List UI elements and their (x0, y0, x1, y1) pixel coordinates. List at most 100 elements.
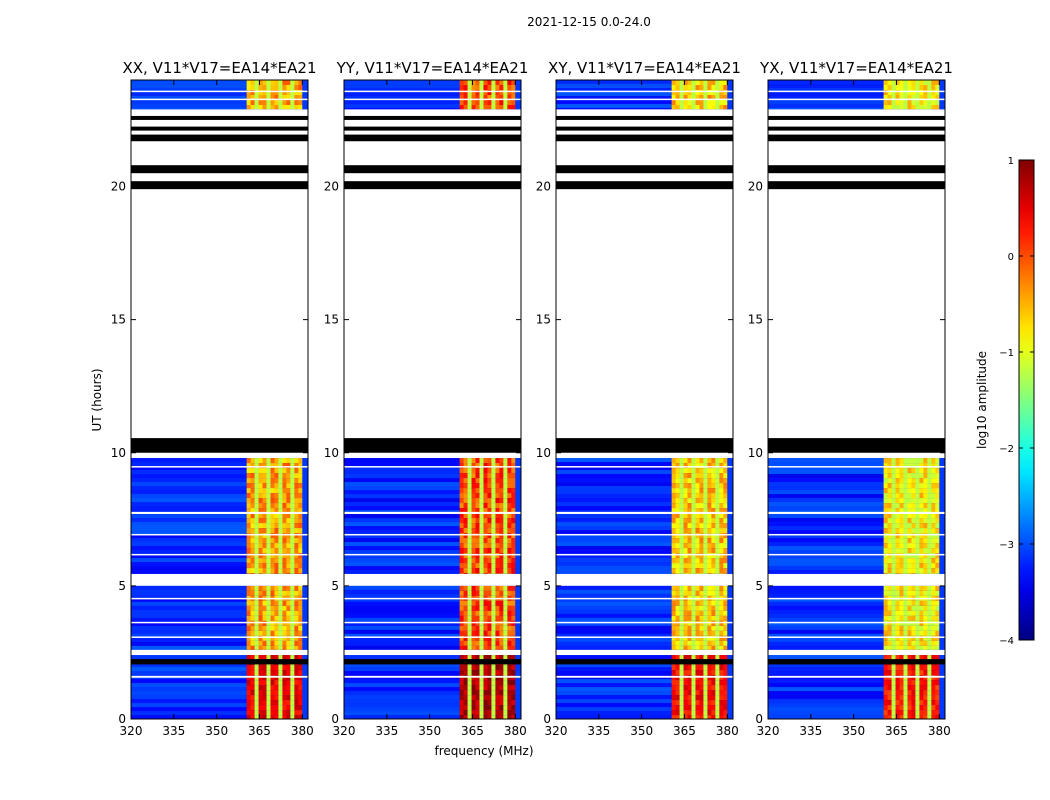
band-cell (475, 548, 480, 554)
band-cell (282, 655, 287, 661)
band-cell (675, 705, 680, 711)
band-cell (495, 680, 500, 686)
band-cell (290, 670, 295, 676)
flag-gap (131, 466, 308, 468)
band-cell (683, 553, 688, 559)
noise-row (344, 554, 460, 559)
band-cell (895, 538, 900, 544)
band-cell (250, 685, 255, 691)
band-cell (491, 473, 496, 479)
band-cell (471, 625, 476, 631)
band-cell (911, 610, 916, 616)
band-cell (503, 548, 508, 554)
band-cell (262, 645, 267, 650)
band-cell (915, 558, 920, 564)
band-cell (899, 600, 904, 606)
band-cell (911, 568, 916, 574)
band-cell (887, 705, 892, 711)
band-cell (262, 478, 267, 484)
band-cell (891, 498, 896, 504)
noise-row (768, 88, 884, 92)
band-cell (691, 533, 696, 539)
band-cell (487, 568, 492, 574)
band-cell (286, 655, 291, 661)
band-cell (691, 630, 696, 636)
band-cell (915, 463, 920, 469)
band-cell (899, 680, 904, 686)
flag-gap (556, 597, 733, 600)
band-cell (246, 568, 251, 574)
band-cell (695, 533, 700, 539)
noise-row (131, 601, 247, 606)
band-cell (298, 483, 303, 489)
noise-row (556, 637, 672, 642)
band-cell (250, 690, 255, 696)
band-cell (915, 590, 920, 596)
noise-row (344, 593, 460, 598)
band-cell (467, 90, 472, 95)
band-cell (475, 85, 480, 90)
band-cell (495, 90, 500, 95)
band-cell (290, 553, 295, 559)
data-edge (727, 655, 733, 719)
band-cell (459, 655, 464, 661)
band-cell (254, 715, 259, 719)
band-cell (923, 655, 928, 661)
band-cell (483, 635, 488, 641)
band-cell (891, 95, 896, 100)
band-cell (919, 95, 924, 100)
band-cell (695, 528, 700, 534)
band-cell (711, 670, 716, 676)
band-cell (511, 670, 516, 676)
band-cell (887, 478, 892, 484)
band-cell (479, 600, 484, 606)
band-cell (931, 503, 936, 509)
band-cell (683, 493, 688, 499)
band-cell (262, 573, 267, 574)
noise-row (768, 474, 884, 479)
band-cell (471, 528, 476, 534)
band-cell (499, 95, 504, 100)
band-cell (286, 463, 291, 469)
band-cell (719, 468, 724, 474)
band-cell (915, 645, 920, 650)
band-cell (699, 635, 704, 641)
band-cell (931, 625, 936, 631)
band-cell (262, 558, 267, 564)
band-cell (274, 553, 279, 559)
flag-gap (344, 466, 521, 468)
band-cell (499, 645, 504, 650)
band-cell (903, 458, 908, 464)
band-cell (463, 600, 468, 606)
band-cell (250, 610, 255, 616)
band-cell (887, 625, 892, 631)
band-cell (475, 488, 480, 494)
noise-row (556, 707, 672, 712)
noise-row (344, 108, 460, 110)
band-cell (887, 635, 892, 641)
band-cell (699, 715, 704, 719)
band-cell (258, 615, 263, 621)
band-cell (286, 563, 291, 569)
band-cell (262, 705, 267, 711)
band-cell (899, 543, 904, 549)
band-cell (282, 635, 287, 641)
band-cell (711, 585, 716, 591)
band-cell (282, 610, 287, 616)
band-cell (250, 473, 255, 479)
band-cell (935, 620, 940, 626)
band-cell (703, 605, 708, 611)
band-cell (711, 655, 716, 661)
band-cell (475, 458, 480, 464)
band-cell (899, 503, 904, 509)
y-tick-label: 20 (324, 180, 339, 194)
band-cell (507, 518, 512, 524)
band-cell (491, 493, 496, 499)
band-cell (278, 488, 283, 494)
band-cell (719, 80, 724, 85)
band-cell (919, 630, 924, 636)
band-cell (691, 600, 696, 606)
band-cell (707, 605, 712, 611)
band-cell (495, 563, 500, 569)
band-cell (503, 498, 508, 504)
